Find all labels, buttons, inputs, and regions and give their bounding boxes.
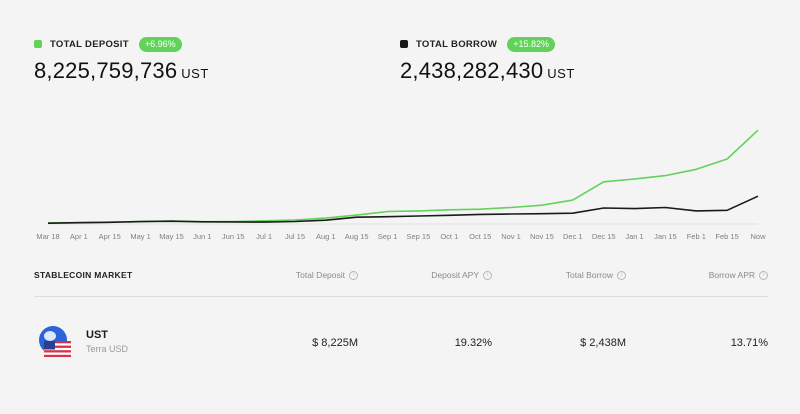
total-deposit-stat: TOTAL DEPOSIT +6.96% 8,225,759,736 UST (34, 36, 209, 84)
x-tick-label: Dec 1 (563, 232, 583, 241)
x-tick-label: Apr 15 (99, 232, 121, 241)
x-tick-label: Feb 15 (715, 232, 738, 241)
x-tick-label: Sep 15 (407, 232, 431, 241)
x-tick-labels: Mar 18 Apr 1 Apr 15 May 1 May 15 Jun 1 Jun 15 J… (36, 232, 766, 241)
col-total-deposit-label: Total Deposit (295, 270, 345, 280)
col-deposit-apy-label: Deposit APY (431, 270, 479, 280)
col-deposit-apy: Deposit APY i (431, 270, 492, 280)
x-tick-label: Dec 15 (592, 232, 616, 241)
info-circle-icon[interactable]: i (617, 270, 626, 280)
x-tick-label: Jun 15 (222, 232, 245, 241)
x-tick-label: Feb 1 (687, 232, 706, 241)
x-tick-label: Apr 1 (70, 232, 88, 241)
table-row[interactable]: UST Terra USD $ 8,225M 19.32% $ 2,438M 1… (34, 297, 768, 389)
x-tick-label: Aug 15 (345, 232, 369, 241)
series-line-1 (47, 195, 759, 224)
info-circle-icon[interactable]: i (483, 270, 492, 280)
borrow-change-badge: +15.82% (507, 36, 555, 52)
deposit-borrow-chart[interactable]: Mar 18 Apr 1 Apr 15 May 1 May 15 Jun 1 Jun 15 J… (0, 0, 800, 250)
col-total-deposit: Total Deposit i (296, 270, 358, 280)
col-borrow-apr: Borrow APR i (709, 270, 768, 280)
total-deposit-amount: 8,225,759,736 (34, 58, 178, 83)
total-borrow-amount: 2,438,282,430 (400, 58, 544, 83)
cell-deposit-apy: 19.32% (454, 337, 492, 349)
total-borrow-stat: TOTAL BORROW +15.82% 2,438,282,430 UST (400, 36, 575, 84)
total-deposit-value: 8,225,759,736 UST (34, 58, 209, 84)
deposit-change-badge: +6.96% (138, 36, 182, 52)
series-line-0 (47, 129, 759, 224)
x-tick-label: Oct 15 (469, 232, 491, 241)
coin-symbol: UST (86, 329, 108, 341)
ust-flag-icon (39, 326, 71, 357)
table-header: STABLECOIN MARKET Total Deposit i Deposit… (34, 262, 768, 297)
x-tick-label: Jan 15 (654, 232, 677, 241)
info-circle-icon[interactable]: i (759, 270, 768, 280)
deposit-legend-swatch (34, 40, 42, 48)
col-total-borrow: Total Borrow i (566, 270, 626, 280)
coin-name: Terra USD (86, 344, 129, 354)
x-tick-label: May 1 (130, 232, 150, 241)
x-tick-label: May 15 (159, 232, 184, 241)
x-tick-label: Nov 1 (501, 232, 521, 241)
cell-total-deposit: $ 8,225M (312, 337, 358, 349)
info-circle-icon[interactable]: i (349, 270, 358, 280)
borrow-legend-swatch (400, 40, 408, 48)
total-borrow-value: 2,438,282,430 UST (400, 58, 575, 84)
series-layer (47, 129, 759, 224)
x-tick-label: Jan 1 (625, 232, 643, 241)
stablecoin-market-table: STABLECOIN MARKET Total Deposit i Deposit… (34, 262, 768, 389)
x-tick-label: Mar 18 (36, 232, 59, 241)
x-tick-label: Aug 1 (316, 232, 336, 241)
col-total-borrow-label: Total Borrow (565, 270, 613, 280)
col-borrow-apr-label: Borrow APR (708, 270, 755, 280)
x-tick-label: Jul 15 (285, 232, 305, 241)
market-title: STABLECOIN MARKET (34, 270, 133, 280)
x-tick-label: Now (750, 232, 766, 241)
x-tick-label: Oct 1 (440, 232, 458, 241)
total-borrow-label: TOTAL BORROW (416, 38, 498, 50)
total-deposit-unit: UST (181, 66, 209, 81)
cell-total-borrow: $ 2,438M (580, 337, 626, 349)
x-tick-label: Jul 1 (256, 232, 272, 241)
x-tick-label: Nov 15 (530, 232, 554, 241)
x-tick-label: Sep 1 (378, 232, 398, 241)
x-tick-label: Jun 1 (193, 232, 211, 241)
cell-borrow-apr: 13.71% (730, 337, 768, 349)
total-deposit-label: TOTAL DEPOSIT (50, 38, 129, 50)
total-borrow-unit: UST (547, 66, 575, 81)
